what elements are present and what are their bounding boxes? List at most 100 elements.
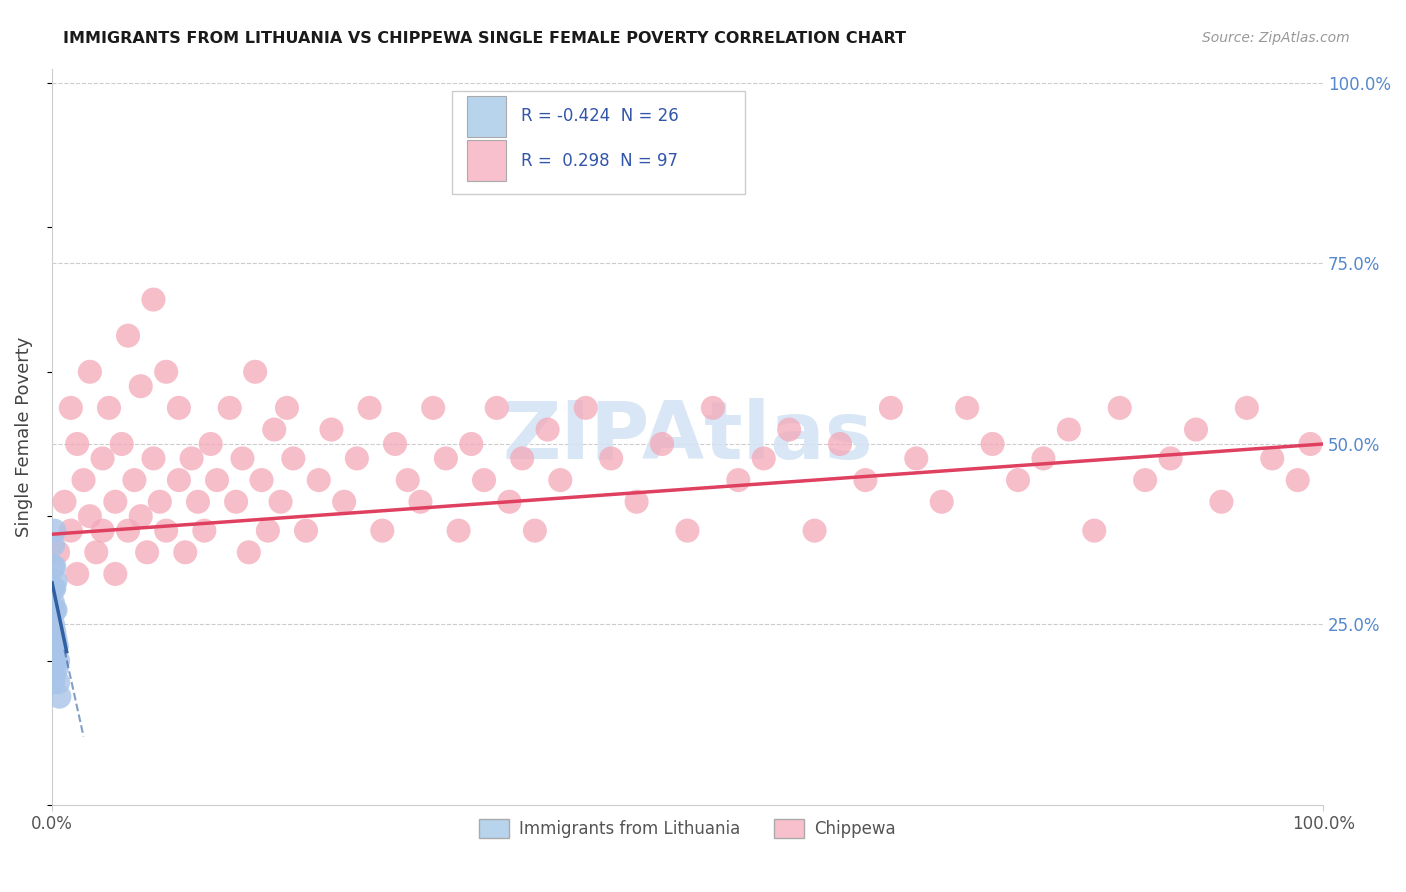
Point	[42, 617, 65, 632]
Point	[1236, 401, 1258, 415]
Point	[575, 401, 598, 415]
Point	[45, 603, 67, 617]
Point	[384, 437, 406, 451]
Point	[396, 473, 419, 487]
Point	[167, 473, 190, 487]
Point	[142, 451, 165, 466]
Point	[752, 451, 775, 466]
Point	[46, 545, 69, 559]
Point	[91, 451, 114, 466]
Point	[155, 524, 177, 538]
Point	[1299, 437, 1322, 451]
Text: ZIPAtlas: ZIPAtlas	[502, 398, 873, 475]
Point	[59, 401, 82, 415]
Point	[44, 668, 66, 682]
Point	[193, 524, 215, 538]
Point	[187, 494, 209, 508]
Point	[44, 646, 66, 660]
Point	[84, 545, 107, 559]
Point	[44, 524, 66, 538]
Point	[550, 473, 572, 487]
Point	[981, 437, 1004, 451]
Point	[44, 582, 66, 596]
Text: IMMIGRANTS FROM LITHUANIA VS CHIPPEWA SINGLE FEMALE POVERTY CORRELATION CHART: IMMIGRANTS FROM LITHUANIA VS CHIPPEWA SI…	[63, 31, 907, 46]
Point	[333, 494, 356, 508]
Point	[42, 582, 65, 596]
Point	[155, 365, 177, 379]
Point	[66, 566, 89, 581]
Point	[510, 451, 533, 466]
Point	[45, 574, 67, 589]
Point	[250, 473, 273, 487]
Point	[626, 494, 648, 508]
Point	[956, 401, 979, 415]
Bar	[467, 96, 506, 136]
Point	[1185, 423, 1208, 437]
Point	[1211, 494, 1233, 508]
Point	[129, 509, 152, 524]
Point	[880, 401, 903, 415]
Point	[59, 524, 82, 538]
Point	[205, 473, 228, 487]
Point	[53, 494, 76, 508]
Point	[702, 401, 724, 415]
Point	[45, 661, 67, 675]
Point	[231, 451, 253, 466]
Point	[727, 473, 749, 487]
Point	[371, 524, 394, 538]
Point	[600, 451, 623, 466]
Point	[225, 494, 247, 508]
Point	[238, 545, 260, 559]
Point	[117, 524, 139, 538]
Point	[270, 494, 292, 508]
Point	[44, 559, 66, 574]
Point	[218, 401, 240, 415]
Point	[44, 603, 66, 617]
Point	[48, 690, 70, 704]
Point	[1083, 524, 1105, 538]
Bar	[467, 140, 506, 181]
Point	[243, 365, 266, 379]
Point	[263, 423, 285, 437]
Point	[167, 401, 190, 415]
Point	[142, 293, 165, 307]
Point	[855, 473, 877, 487]
Point	[257, 524, 280, 538]
Point	[1108, 401, 1130, 415]
Point	[1032, 451, 1054, 466]
Point	[41, 639, 63, 653]
Point	[472, 473, 495, 487]
Point	[124, 473, 146, 487]
Point	[46, 675, 69, 690]
Point	[409, 494, 432, 508]
Point	[422, 401, 444, 415]
Point	[79, 509, 101, 524]
Point	[66, 437, 89, 451]
Point	[460, 437, 482, 451]
Point	[1057, 423, 1080, 437]
Point	[117, 328, 139, 343]
Point	[149, 494, 172, 508]
Point	[828, 437, 851, 451]
Point	[129, 379, 152, 393]
Text: Source: ZipAtlas.com: Source: ZipAtlas.com	[1202, 31, 1350, 45]
Point	[676, 524, 699, 538]
Point	[97, 401, 120, 415]
Point	[46, 654, 69, 668]
Point	[1286, 473, 1309, 487]
Point	[321, 423, 343, 437]
Point	[72, 473, 94, 487]
Point	[1007, 473, 1029, 487]
FancyBboxPatch shape	[453, 91, 745, 194]
Point	[136, 545, 159, 559]
Point	[104, 566, 127, 581]
Point	[295, 524, 318, 538]
Point	[79, 365, 101, 379]
Legend: Immigrants from Lithuania, Chippewa: Immigrants from Lithuania, Chippewa	[472, 812, 903, 845]
Point	[283, 451, 305, 466]
Point	[276, 401, 298, 415]
Point	[536, 423, 558, 437]
Point	[180, 451, 202, 466]
Point	[200, 437, 222, 451]
Point	[42, 639, 65, 653]
